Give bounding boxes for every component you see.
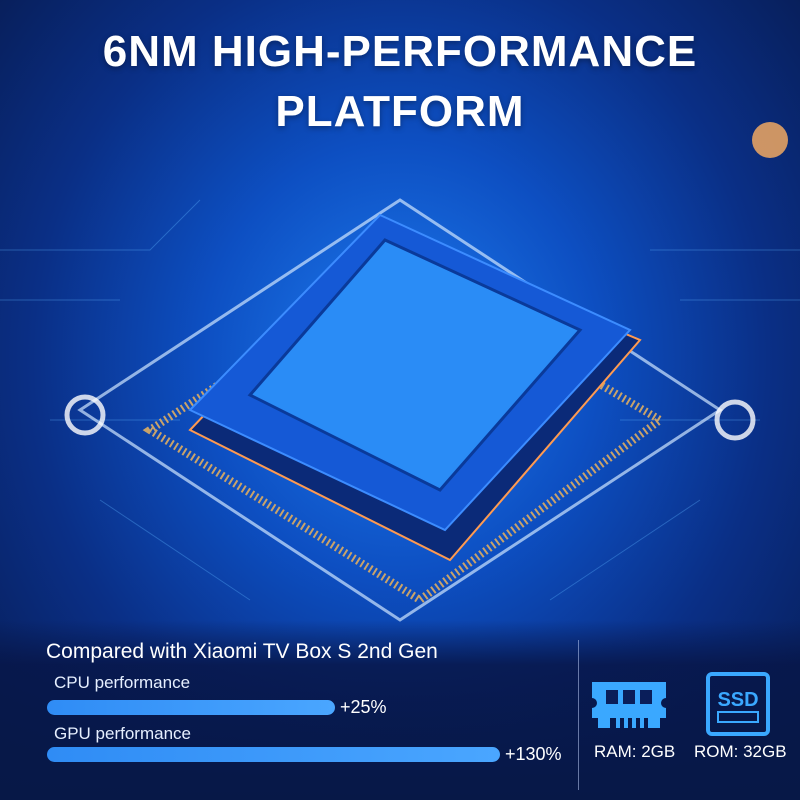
rom-spec: ROM: 32GB xyxy=(694,742,787,761)
gpu-bar xyxy=(47,747,500,762)
page-title: 6NM HIGH-PERFORMANCE PLATFORM xyxy=(0,22,800,142)
comparison-heading: Compared with Xiaomi TV Box S 2nd Gen xyxy=(46,640,438,663)
ssd-icon: SSD xyxy=(706,672,770,736)
ram-icon xyxy=(592,682,666,728)
svg-text:SSD: SSD xyxy=(717,689,758,711)
title-line-1: 6NM HIGH-PERFORMANCE xyxy=(102,27,698,76)
gpu-label: GPU performance xyxy=(54,724,191,743)
chip-die xyxy=(247,238,583,492)
ram-spec: RAM: 2GB xyxy=(594,742,676,761)
cpu-bar xyxy=(47,700,335,715)
cpu-value: +25% xyxy=(340,697,387,717)
gpu-value: +130% xyxy=(505,744,562,764)
cpu-label: CPU performance xyxy=(54,673,191,692)
title-line-2: PLATFORM xyxy=(275,87,525,136)
divider xyxy=(578,640,579,790)
glow-light xyxy=(752,122,788,158)
